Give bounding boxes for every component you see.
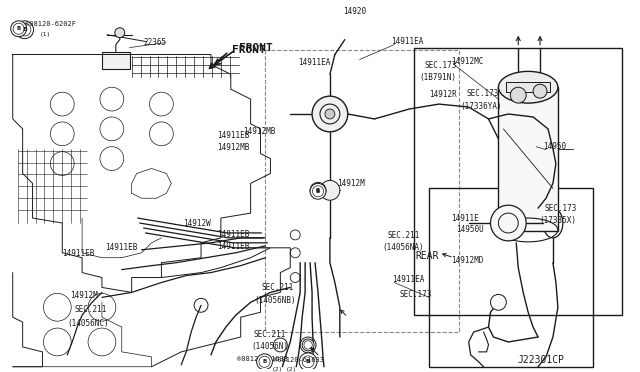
Bar [499,87,558,231]
Bar [102,52,130,70]
Text: 14950U: 14950U [456,225,484,234]
Text: B: B [22,27,27,32]
Circle shape [312,185,324,196]
Text: 14912MB: 14912MB [217,143,250,152]
Circle shape [310,183,326,199]
Text: B: B [262,359,267,364]
Text: (2): (2) [285,367,296,372]
Text: SEC.211: SEC.211 [253,330,286,339]
Text: (17335X): (17335X) [539,215,576,225]
Text: 14912M: 14912M [337,179,365,188]
Bar [429,188,593,367]
Text: (14056N): (14056N) [252,342,289,352]
Text: J22301CP: J22301CP [517,355,564,365]
Text: (1): (1) [40,32,51,37]
Circle shape [257,354,273,370]
Text: B: B [316,189,320,194]
Text: FRONT: FRONT [239,42,273,52]
Circle shape [11,21,27,37]
Text: SEC.173: SEC.173 [544,203,577,213]
Text: REAR: REAR [415,251,438,261]
Ellipse shape [499,71,558,103]
Text: 14911EB: 14911EB [62,249,95,258]
Text: 22365: 22365 [143,38,166,47]
Text: 14911EB: 14911EB [217,131,250,140]
Circle shape [490,205,526,241]
Text: 14911E: 14911E [451,214,479,222]
Circle shape [259,356,270,367]
Text: (14056NC): (14056NC) [67,319,109,328]
Text: SEC.211: SEC.211 [387,231,420,240]
Circle shape [533,84,547,98]
Circle shape [304,341,312,349]
Text: (17336YA): (17336YA) [461,102,502,110]
Text: 14912MC: 14912MC [451,57,483,66]
Text: 14911EA: 14911EA [392,275,425,284]
Bar [506,82,550,92]
Circle shape [312,186,324,197]
Text: 14912M: 14912M [70,291,98,300]
Text: SEC.211: SEC.211 [262,283,294,292]
Text: 14911EA: 14911EA [298,58,331,67]
Text: (1B791N): (1B791N) [419,73,456,82]
Text: B: B [306,359,310,364]
Text: 14912MB: 14912MB [243,127,275,136]
Circle shape [490,294,506,310]
Text: 14912W: 14912W [183,218,211,228]
Circle shape [320,180,340,200]
Text: ®08120-61633: ®08120-61633 [273,357,324,363]
Circle shape [510,87,526,103]
Text: SEC.173: SEC.173 [467,89,499,98]
Circle shape [115,28,125,38]
Text: ®08120-61633: ®08120-61633 [237,356,288,362]
Text: 14950: 14950 [543,142,566,151]
Text: 14920: 14920 [343,7,366,16]
Text: B: B [17,26,20,31]
Text: 14912R: 14912R [429,90,457,99]
Text: SEC.173: SEC.173 [424,61,456,70]
Text: (14056NB): (14056NB) [255,296,296,305]
Text: (2): (2) [271,367,283,372]
Text: ®08120-6202F: ®08120-6202F [24,21,76,27]
Text: 14911EA: 14911EA [392,37,424,46]
Circle shape [302,339,314,351]
Text: FRONT: FRONT [232,45,266,55]
Circle shape [325,109,335,119]
Circle shape [19,23,31,36]
Text: 14911EB: 14911EB [105,243,138,252]
Text: (14056NA): (14056NA) [383,243,424,252]
Text: SEC.211: SEC.211 [74,305,106,314]
Bar [414,48,622,315]
Circle shape [299,353,317,371]
Text: B: B [316,188,320,193]
Text: 14912MD: 14912MD [451,256,483,265]
Text: 14911EB: 14911EB [217,230,250,240]
Circle shape [16,21,33,39]
Bar [266,49,459,332]
Circle shape [13,23,24,34]
Text: SEC.173: SEC.173 [399,290,431,299]
Text: 14911EB: 14911EB [217,242,250,251]
Circle shape [310,182,326,198]
Circle shape [312,96,348,132]
